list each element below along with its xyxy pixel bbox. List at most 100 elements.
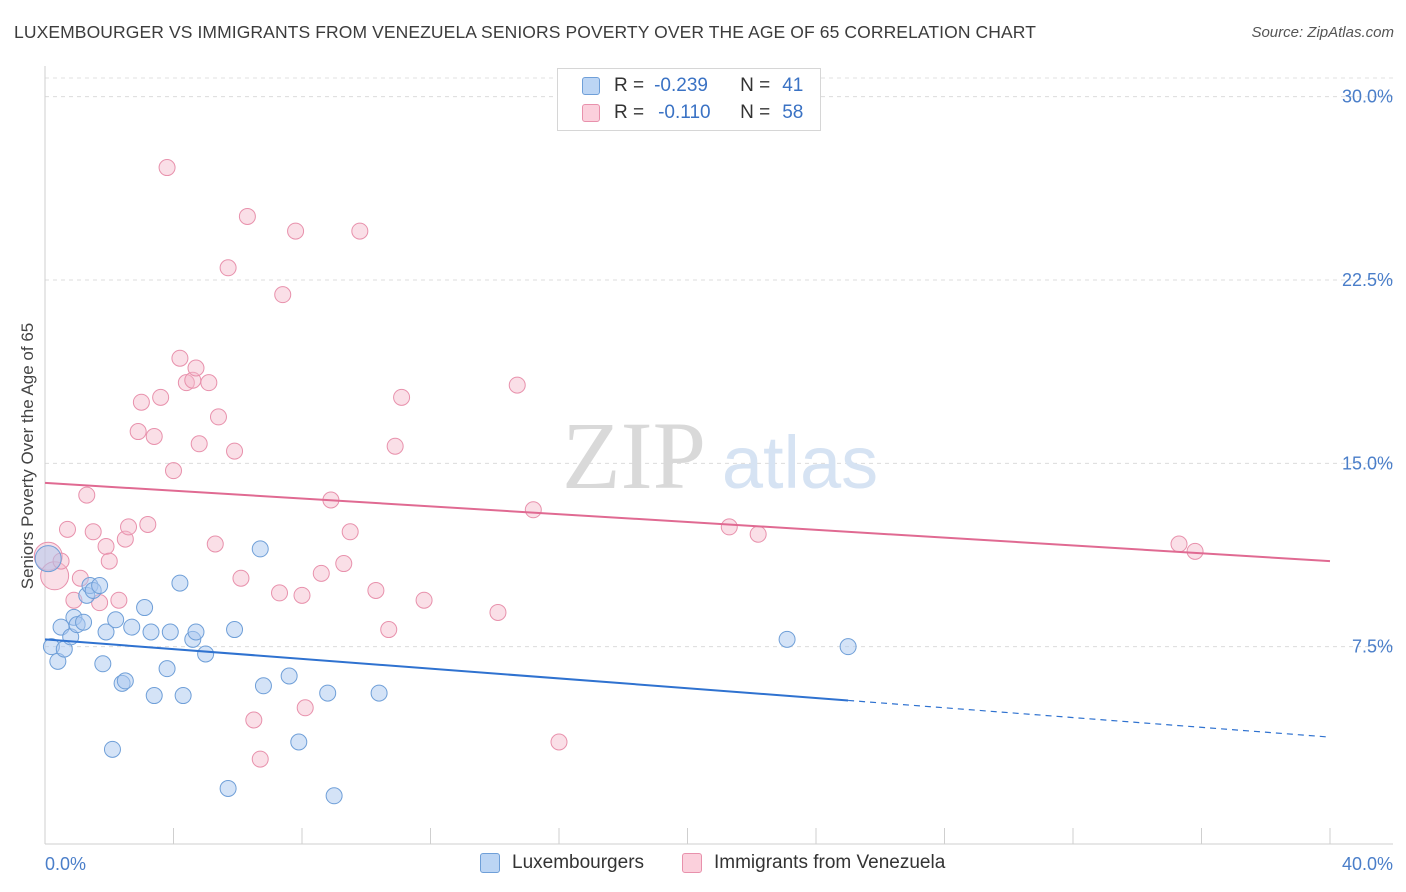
- x-tick-label: 40.0%: [1342, 854, 1393, 874]
- legend-n-label: N =: [740, 75, 771, 96]
- point-venezuela: [489, 603, 507, 621]
- point-venezuela: [274, 286, 292, 304]
- y-tick-label: 30.0%: [1342, 87, 1393, 107]
- trend-line-venezuela: [44, 481, 1331, 563]
- point-luxembourgers: [226, 621, 244, 639]
- point-venezuela: [129, 423, 147, 441]
- point-luxembourgers: [97, 623, 115, 641]
- point-venezuela: [251, 750, 269, 768]
- legend-n-value: 58: [782, 102, 804, 123]
- point-venezuela: [393, 388, 411, 406]
- point-luxembourgers: [91, 577, 109, 595]
- point-venezuela: [187, 359, 205, 377]
- point-venezuela: [171, 349, 189, 367]
- point-luxembourgers: [219, 779, 237, 797]
- grid-lines: [45, 77, 1393, 648]
- point-venezuela: [749, 525, 767, 543]
- series-luxembourgers-points: [34, 540, 857, 805]
- point-luxembourgers: [174, 687, 192, 705]
- series-immigrants-from-venezuela-points: [33, 159, 1204, 768]
- point-luxembourgers: [158, 660, 176, 678]
- legend-r-value: -0.239: [654, 75, 708, 96]
- point-venezuela: [226, 442, 244, 460]
- point-venezuela: [287, 222, 305, 240]
- watermark: ZIP atlas: [562, 402, 878, 509]
- point-venezuela: [415, 591, 433, 609]
- legend-n-label: N =: [740, 102, 771, 123]
- point-venezuela: [120, 518, 138, 536]
- legend: R = -0.239 N = 41 R = -0.110 N = 58: [557, 68, 821, 131]
- point-venezuela: [296, 699, 314, 717]
- bottom-legend-label: Luxembourgers: [512, 852, 645, 873]
- point-venezuela: [335, 555, 353, 573]
- bottom-legend-luxembourgers: Luxembourgers: [480, 852, 644, 874]
- point-venezuela: [110, 591, 128, 609]
- point-venezuela: [341, 523, 359, 541]
- point-venezuela: [351, 222, 369, 240]
- point-venezuela: [245, 711, 263, 729]
- x-tick-labels: 0.0% 40.0%: [45, 854, 1393, 874]
- point-venezuela: [139, 515, 157, 533]
- trend-line-luxembourgers: [44, 638, 849, 702]
- chart-source: Source: ZipAtlas.com: [1251, 24, 1394, 41]
- y-tick-labels: 7.5% 15.0% 22.5% 30.0%: [1342, 87, 1393, 657]
- point-venezuela: [1170, 535, 1188, 553]
- point-luxembourgers: [187, 623, 205, 641]
- legend-r-label: R =: [614, 102, 645, 123]
- bottom-legend-label: Immigrants from Venezuela: [714, 852, 946, 873]
- point-luxembourgers: [75, 613, 93, 631]
- bottom-legend: Luxembourgers Immigrants from Venezuela: [0, 850, 1406, 878]
- point-luxembourgers: [197, 645, 215, 663]
- watermark-zip: ZIP: [562, 402, 706, 509]
- bottom-legend-swatch-pink: [682, 853, 702, 873]
- point-venezuela: [190, 435, 208, 453]
- point-venezuela: [152, 388, 170, 406]
- legend-r-value: -0.110: [658, 102, 711, 123]
- point-venezuela: [293, 586, 311, 604]
- point-venezuela: [206, 535, 224, 553]
- point-luxembourgers: [280, 667, 298, 685]
- point-luxembourgers: [142, 623, 160, 641]
- axes: [44, 66, 1393, 845]
- point-venezuela: [200, 374, 218, 392]
- y-axis-title: Seniors Poverty Over the Age of 65: [18, 323, 37, 589]
- point-venezuela: [100, 552, 118, 570]
- point-luxembourgers: [319, 684, 337, 702]
- point-luxembourgers: [171, 574, 189, 592]
- point-venezuela: [158, 159, 176, 177]
- point-luxembourgers: [94, 655, 112, 673]
- point-venezuela: [58, 520, 76, 538]
- point-venezuela: [145, 427, 163, 445]
- point-venezuela: [238, 207, 256, 225]
- point-venezuela: [524, 501, 542, 519]
- watermark-atlas: atlas: [722, 421, 878, 504]
- point-venezuela: [97, 537, 115, 555]
- point-luxembourgers: [254, 677, 272, 695]
- point-venezuela: [367, 581, 385, 599]
- point-luxembourgers: [778, 630, 796, 648]
- point-venezuela: [219, 259, 237, 277]
- point-luxembourgers: [103, 740, 121, 758]
- y-tick-label: 22.5%: [1342, 270, 1393, 290]
- point-luxembourgers: [123, 618, 141, 636]
- point-venezuela: [380, 621, 398, 639]
- point-luxembourgers: [325, 787, 343, 805]
- bottom-legend-venezuela: Immigrants from Venezuela: [682, 852, 945, 874]
- y-tick-label: 15.0%: [1342, 453, 1393, 473]
- point-venezuela: [550, 733, 568, 751]
- point-luxembourgers: [34, 545, 62, 573]
- point-luxembourgers: [839, 638, 857, 656]
- point-venezuela: [78, 486, 96, 504]
- bottom-legend-swatch-blue: [480, 853, 500, 873]
- legend-swatch-blue: [582, 77, 600, 95]
- point-venezuela: [209, 408, 227, 426]
- point-luxembourgers: [290, 733, 308, 751]
- point-venezuela: [271, 584, 289, 602]
- point-luxembourgers: [136, 599, 154, 617]
- trend-line-luxembourgers-extension: [848, 699, 1331, 738]
- point-venezuela: [132, 393, 150, 411]
- point-venezuela: [508, 376, 526, 394]
- legend-row-venezuela: R = -0.110 N = 58: [582, 101, 803, 125]
- legend-n-value: 41: [782, 75, 804, 96]
